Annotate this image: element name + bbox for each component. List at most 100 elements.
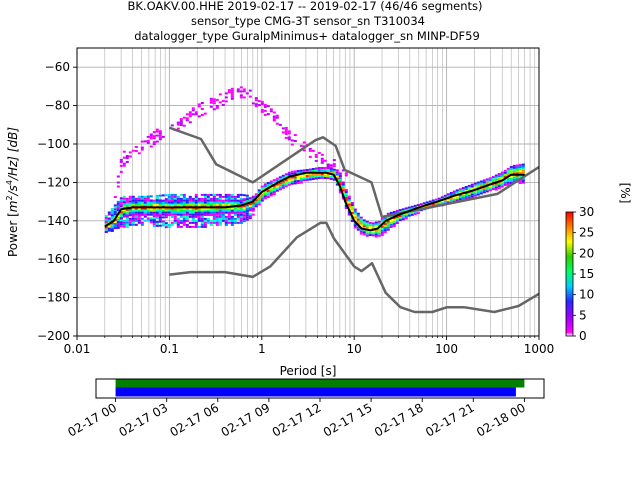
density-cell bbox=[389, 221, 393, 224]
density-cell bbox=[128, 200, 132, 203]
density-cell bbox=[359, 232, 363, 235]
density-cell bbox=[395, 218, 399, 220]
density-cell bbox=[482, 191, 486, 194]
density-cell bbox=[242, 207, 246, 210]
density-cell bbox=[269, 192, 273, 195]
density-cell bbox=[485, 190, 489, 193]
density-cell bbox=[218, 207, 222, 210]
density-cell bbox=[227, 207, 231, 210]
density-cell bbox=[182, 221, 186, 224]
density-cell bbox=[167, 196, 171, 198]
title-line-2: sensor_type CMG-3T sensor_sn T310034 bbox=[191, 14, 425, 28]
density-cell bbox=[251, 204, 255, 207]
density-cell bbox=[128, 208, 132, 211]
density-cell bbox=[152, 217, 156, 220]
density-cell bbox=[236, 217, 240, 220]
density-cell bbox=[134, 199, 138, 202]
density-cell bbox=[164, 201, 168, 204]
density-cell bbox=[476, 189, 480, 192]
density-cell bbox=[200, 199, 204, 202]
y-tick-label: −200 bbox=[37, 329, 70, 343]
density-cell bbox=[206, 193, 210, 196]
timeline-tick-label: 02-17 00 bbox=[65, 400, 119, 439]
density-cell bbox=[146, 135, 150, 138]
density-cell bbox=[224, 199, 228, 202]
density-cell bbox=[356, 218, 360, 221]
density-cell bbox=[440, 200, 444, 203]
density-cell bbox=[320, 153, 324, 156]
density-cell bbox=[152, 221, 156, 224]
density-cell bbox=[194, 213, 198, 216]
density-cell bbox=[275, 189, 279, 192]
density-cell bbox=[176, 195, 180, 198]
density-cell bbox=[368, 228, 372, 230]
density-cell bbox=[275, 122, 279, 125]
density-cell bbox=[107, 217, 111, 220]
density-cell bbox=[260, 193, 264, 196]
density-cell bbox=[299, 179, 303, 182]
density-cell bbox=[335, 171, 339, 174]
density-cell bbox=[155, 140, 159, 143]
density-cell bbox=[368, 226, 372, 228]
density-cell bbox=[254, 199, 258, 202]
density-cell bbox=[140, 211, 144, 214]
density-cell bbox=[404, 213, 408, 216]
density-cell bbox=[200, 201, 204, 204]
density-cell bbox=[140, 199, 144, 202]
density-cell bbox=[200, 215, 204, 218]
density-cell bbox=[509, 178, 513, 180]
density-cell bbox=[461, 197, 465, 200]
density-cell bbox=[308, 178, 312, 181]
density-cell bbox=[287, 138, 291, 141]
density-cell bbox=[179, 118, 183, 121]
density-cell bbox=[242, 211, 246, 214]
density-cell bbox=[230, 87, 234, 90]
density-cell bbox=[197, 213, 201, 216]
density-cell bbox=[176, 217, 180, 220]
density-cell bbox=[230, 91, 234, 94]
density-cell bbox=[167, 199, 171, 202]
density-cell bbox=[140, 195, 144, 198]
density-cell bbox=[365, 224, 369, 227]
density-cell bbox=[503, 179, 507, 182]
density-cell bbox=[350, 208, 354, 210]
density-cell bbox=[350, 220, 354, 222]
density-cell bbox=[164, 216, 168, 219]
density-cell bbox=[440, 202, 444, 205]
density-cell bbox=[353, 214, 357, 217]
x-axis-ticks: 0.01 0.1 1 10 100 1000 bbox=[64, 336, 554, 356]
density-cell bbox=[119, 223, 123, 226]
density-cell bbox=[200, 225, 204, 228]
density-cell bbox=[158, 216, 162, 219]
density-cell bbox=[491, 184, 495, 187]
density-cell bbox=[155, 134, 159, 137]
density-cell bbox=[119, 203, 123, 206]
density-cell bbox=[173, 207, 177, 210]
density-cell bbox=[131, 199, 135, 202]
density-cell bbox=[356, 212, 360, 215]
density-cell bbox=[104, 230, 108, 233]
density-cell bbox=[179, 122, 183, 125]
density-cell bbox=[278, 186, 282, 189]
density-cell bbox=[143, 207, 147, 210]
density-cell bbox=[212, 197, 216, 200]
density-cell bbox=[380, 217, 384, 220]
density-cell bbox=[236, 203, 240, 206]
density-cell bbox=[146, 217, 150, 220]
density-cell bbox=[248, 197, 252, 200]
density-cell bbox=[455, 195, 459, 198]
density-cell bbox=[137, 213, 141, 216]
density-cell bbox=[338, 177, 342, 180]
density-cell bbox=[287, 132, 291, 135]
density-cell bbox=[401, 218, 405, 221]
psd-density-bands bbox=[104, 86, 525, 238]
density-cell bbox=[401, 208, 405, 211]
density-cell bbox=[116, 217, 120, 220]
density-cell bbox=[314, 159, 318, 162]
density-cell bbox=[455, 197, 459, 200]
density-cell bbox=[362, 223, 366, 226]
timeline-tick-label: 02-18 00 bbox=[474, 400, 528, 439]
density-cell bbox=[416, 212, 420, 215]
density-cell bbox=[119, 215, 123, 218]
density-cell bbox=[269, 180, 273, 183]
